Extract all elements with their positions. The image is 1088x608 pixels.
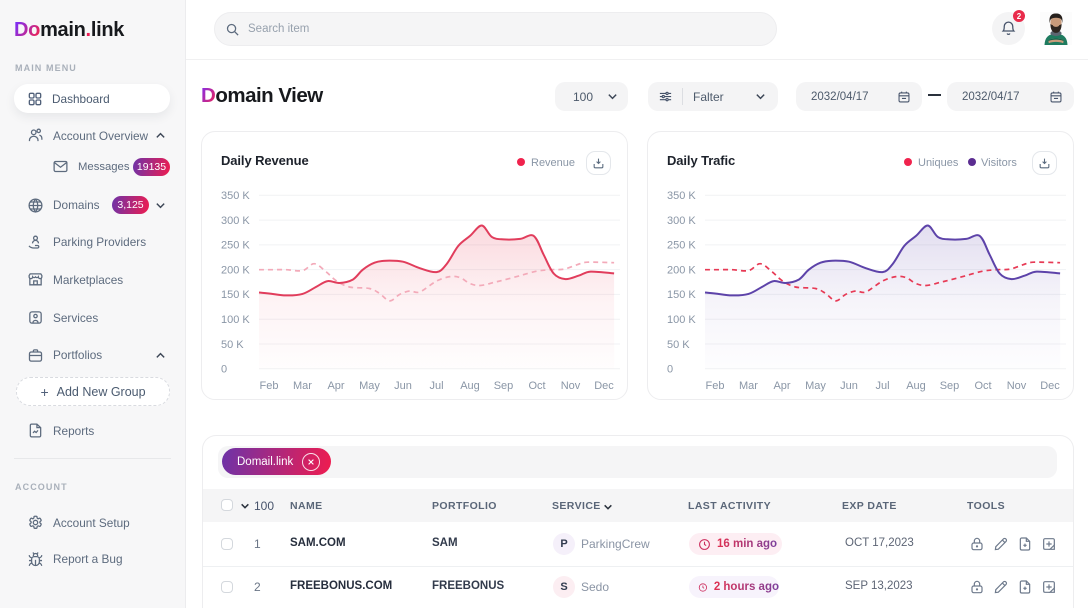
svg-text:300 K: 300 K — [221, 215, 250, 227]
svg-text:Mar: Mar — [293, 380, 312, 392]
svg-text:Oct: Oct — [528, 380, 545, 392]
svg-text:Apr: Apr — [327, 380, 344, 392]
svg-text:Oct: Oct — [974, 380, 991, 392]
svg-text:350 K: 350 K — [667, 190, 696, 202]
svg-text:Feb: Feb — [706, 380, 725, 392]
svg-text:100 K: 100 K — [221, 314, 250, 326]
svg-text:100 K: 100 K — [667, 314, 696, 326]
svg-text:Sep: Sep — [940, 380, 960, 392]
svg-text:250 K: 250 K — [667, 240, 696, 252]
svg-text:Jun: Jun — [394, 380, 412, 392]
svg-text:350 K: 350 K — [221, 190, 250, 202]
svg-text:250 K: 250 K — [221, 240, 250, 252]
svg-text:May: May — [805, 380, 826, 392]
svg-text:May: May — [359, 380, 380, 392]
svg-text:150 K: 150 K — [221, 289, 250, 301]
svg-text:0: 0 — [221, 364, 227, 376]
svg-text:Nov: Nov — [1007, 380, 1027, 392]
svg-text:Aug: Aug — [460, 380, 480, 392]
svg-text:Jul: Jul — [875, 380, 889, 392]
svg-text:Nov: Nov — [561, 380, 581, 392]
svg-text:150 K: 150 K — [667, 289, 696, 301]
svg-text:200 K: 200 K — [667, 265, 696, 277]
svg-text:Apr: Apr — [773, 380, 790, 392]
svg-text:50 K: 50 K — [667, 339, 690, 351]
svg-text:Jul: Jul — [429, 380, 443, 392]
svg-text:Feb: Feb — [260, 380, 279, 392]
svg-text:Sep: Sep — [494, 380, 514, 392]
svg-text:Jun: Jun — [840, 380, 858, 392]
svg-text:Dec: Dec — [1040, 380, 1060, 392]
svg-text:200 K: 200 K — [221, 265, 250, 277]
svg-text:0: 0 — [667, 364, 673, 376]
svg-text:300 K: 300 K — [667, 215, 696, 227]
svg-text:Dec: Dec — [594, 380, 614, 392]
svg-text:Aug: Aug — [906, 380, 926, 392]
svg-text:Mar: Mar — [739, 380, 758, 392]
svg-text:50 K: 50 K — [221, 339, 244, 351]
